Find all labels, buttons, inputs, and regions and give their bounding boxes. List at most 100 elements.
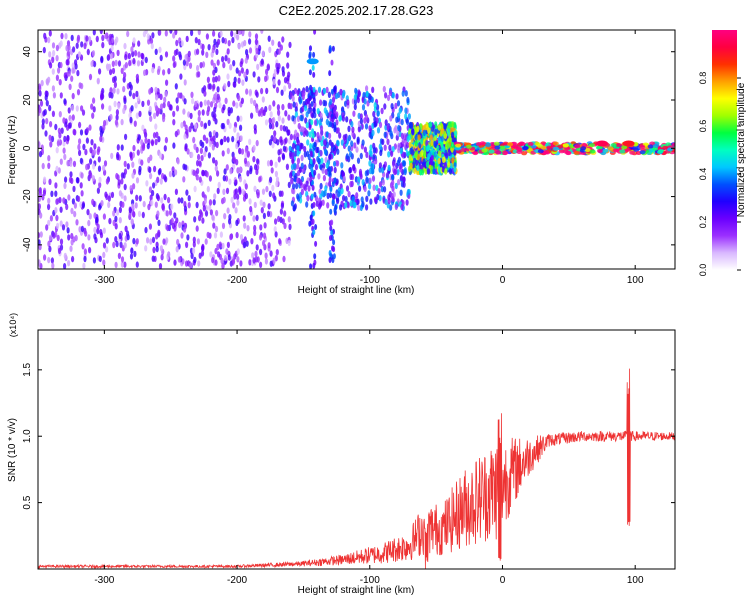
heatmap-cell — [208, 204, 212, 211]
heatmap-cell — [245, 68, 249, 76]
heatmap-cell — [47, 155, 51, 162]
heatmap-cell — [342, 175, 346, 183]
heatmap-cell — [255, 47, 259, 55]
heatmap-cell — [211, 46, 215, 54]
heatmap-cell — [307, 185, 311, 192]
heatmap-cell — [390, 192, 394, 200]
heatmap-cell — [96, 77, 100, 85]
heatmap-cell — [249, 165, 253, 172]
heatmap-cell — [269, 159, 273, 167]
heatmap-cell — [387, 164, 391, 172]
heatmap-cell — [437, 150, 442, 157]
heatmap-cell — [153, 165, 157, 173]
heatmap-cell — [115, 240, 119, 248]
heatmap-cell — [217, 75, 221, 82]
heatmap-cell — [205, 171, 209, 178]
heatmap-cell — [45, 117, 49, 125]
heatmap-cell — [261, 188, 266, 195]
heatmap-cell — [62, 197, 66, 204]
heatmap-cell — [383, 186, 387, 193]
heatmap-cell — [56, 222, 60, 230]
heatmap-cell — [120, 256, 125, 263]
heatmap-cell — [356, 136, 360, 143]
heatmap-cell — [236, 115, 240, 122]
colorbar-tick-label: 0.2 — [698, 216, 708, 229]
heatmap-cell — [113, 81, 117, 89]
heatmap-cell — [134, 202, 138, 209]
heatmap-cell — [151, 236, 156, 244]
heatmap-cell — [298, 98, 302, 105]
x-tick-label: -100 — [360, 575, 380, 586]
heatmap-cell — [253, 124, 257, 131]
heatmap-cell — [185, 60, 189, 67]
heatmap-cell — [408, 122, 412, 129]
heatmap-cell — [131, 203, 135, 210]
x-tick-label: 100 — [627, 575, 644, 586]
heatmap-cell — [189, 112, 193, 120]
heatmap-cell — [229, 64, 233, 71]
x-tick-label: 0 — [500, 575, 506, 586]
heatmap-cell — [199, 139, 203, 147]
heatmap-cell — [79, 201, 83, 208]
heatmap-cell — [404, 113, 408, 120]
heatmap-cell — [123, 160, 127, 168]
heatmap-cell — [308, 95, 312, 102]
heatmap-cell — [59, 158, 63, 165]
heatmap-cell — [347, 125, 351, 132]
heatmap-cell — [259, 261, 263, 268]
heatmap-cell — [84, 148, 88, 156]
heatmap-cell — [262, 232, 267, 239]
heatmap-cell — [85, 163, 89, 171]
heatmap-cell — [331, 102, 335, 109]
heatmap-cell — [211, 256, 215, 264]
heatmap-cell — [67, 260, 71, 267]
heatmap-cell — [50, 135, 55, 143]
heatmap-cell — [120, 118, 124, 126]
heatmap-cell — [207, 119, 211, 127]
heatmap-cell — [244, 183, 248, 190]
heatmap-cell — [253, 185, 257, 192]
heatmap-cell — [361, 139, 365, 146]
heatmap-cell — [214, 259, 218, 266]
heatmap-cell — [201, 243, 205, 251]
heatmap-cell — [372, 184, 376, 191]
heatmap-cell — [172, 110, 176, 118]
heatmap-cell — [331, 45, 335, 52]
heatmap-cell — [213, 193, 217, 200]
heatmap-cell — [244, 147, 248, 154]
heatmap-cell — [124, 61, 128, 69]
heatmap-cell — [437, 124, 441, 131]
heatmap-cell — [66, 160, 70, 167]
heatmap-cell — [319, 134, 323, 141]
heatmap-cell — [279, 216, 283, 224]
heatmap-cell — [268, 122, 273, 130]
heatmap-cell — [173, 259, 177, 266]
heatmap-cell — [126, 163, 130, 170]
heatmap-cell — [494, 145, 501, 150]
heatmap-cell — [128, 90, 132, 97]
heatmap-cell — [206, 109, 210, 117]
heatmap-cell — [329, 208, 333, 215]
heatmap-cell — [208, 199, 213, 206]
heatmap-cell — [543, 150, 550, 155]
heatmap-cell — [170, 203, 174, 210]
y-tick-label: -40 — [22, 237, 33, 252]
heatmap-cell — [277, 115, 281, 122]
heatmap-cell — [146, 142, 150, 150]
heatmap-cell — [132, 92, 136, 100]
heatmap-cell — [67, 44, 71, 51]
heatmap-cell — [58, 111, 62, 118]
heatmap-cell — [248, 31, 252, 38]
heatmap-cell — [248, 38, 252, 45]
heatmap-cell — [311, 184, 315, 191]
heatmap-cell — [204, 210, 209, 217]
heatmap-cell — [521, 151, 528, 156]
heatmap-cell — [562, 143, 569, 148]
heatmap-cell — [306, 195, 310, 202]
heatmap-cell — [253, 201, 257, 209]
heatmap-cell — [323, 189, 327, 197]
heatmap-cell — [232, 202, 236, 209]
heatmap-cell — [257, 76, 261, 83]
x-tick-label: 100 — [627, 275, 644, 286]
heatmap-cell — [251, 252, 255, 259]
